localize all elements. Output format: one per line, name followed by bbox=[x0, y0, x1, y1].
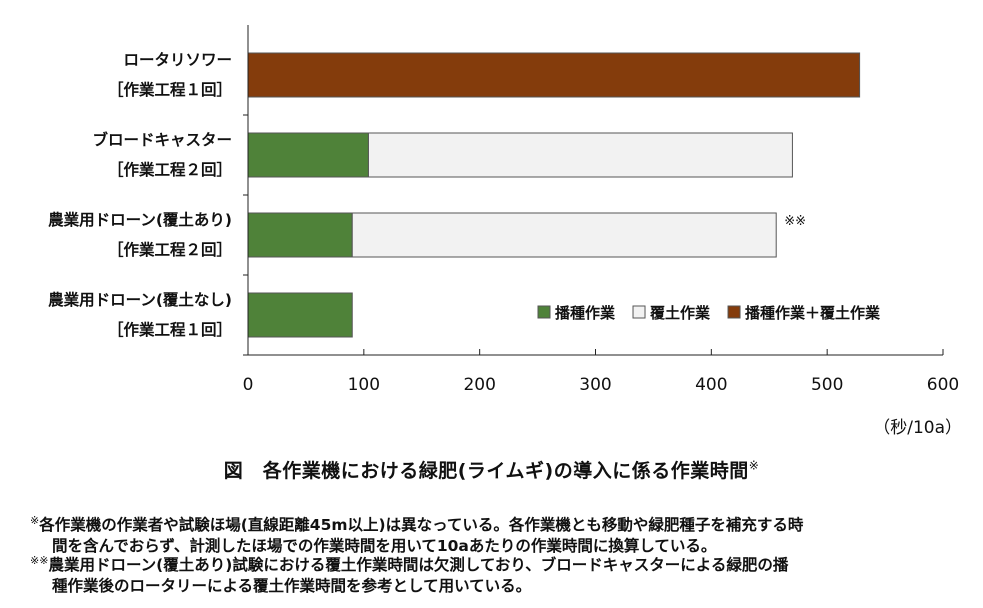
category-label: 農業用ドローン(覆土あり) bbox=[48, 210, 232, 229]
category-sublabel: ［作業工程２回］ bbox=[108, 160, 232, 179]
figure-caption: 図 各作業機における緑肥(ライムギ)の導入に係る作業時間※ bbox=[0, 456, 983, 483]
x-tick-label: 200 bbox=[463, 375, 495, 395]
legend-label: 播種作業 bbox=[555, 304, 616, 322]
footnote-1: ※各作業機の作業者や試験ほ場(直線距離45m以上)は異なっている。各作業機とも移… bbox=[30, 510, 960, 557]
category-label: 農業用ドローン(覆土なし) bbox=[48, 290, 232, 309]
category-sublabel: ［作業工程２回］ bbox=[108, 240, 232, 259]
category-label: ロータリソワー bbox=[123, 51, 232, 69]
bar-segment bbox=[247, 212, 353, 258]
footnote-2: ※※農業用ドローン(覆土あり)試験における覆土作業時間は欠測しており、ブロードキ… bbox=[30, 550, 960, 597]
category-label: ブロードキャスター bbox=[92, 130, 232, 149]
footnote-mark: ※※ bbox=[30, 554, 49, 567]
x-tick-label: 500 bbox=[811, 375, 843, 395]
category-sublabel: ［作業工程１回］ bbox=[108, 80, 232, 99]
footnote-mark: ※ bbox=[30, 514, 40, 527]
legend-swatch bbox=[727, 305, 741, 319]
footnote-line: 間を含んでおらず、計測したほ場での作業時間を用いて10aあたりの作業時間に換算し… bbox=[52, 537, 717, 556]
x-tick-label: 0 bbox=[243, 375, 254, 395]
bar-annotation: ※※ bbox=[784, 214, 806, 229]
legend-swatch bbox=[632, 305, 646, 319]
bar-segment bbox=[247, 292, 353, 338]
footnote-line: 種作業後のロータリーによる覆土作業時間を参考として用いている。 bbox=[52, 577, 532, 596]
bar-segment bbox=[367, 132, 793, 178]
x-tick-label: 600 bbox=[927, 375, 959, 395]
caption-text: 図 各作業機における緑肥(ライムギ)の導入に係る作業時間 bbox=[223, 460, 749, 482]
stacked-bar-chart: ロータリソワー ［作業工程１回］ ブロードキャスター ［作業工程２回］ 農業用ドローン(… bbox=[48, 25, 962, 438]
bar-segment bbox=[351, 212, 777, 258]
x-tick-label: 400 bbox=[695, 375, 727, 395]
legend-label: 覆土作業 bbox=[650, 304, 711, 322]
bar-segment bbox=[247, 52, 861, 98]
footnote-line: 各作業機の作業者や試験ほ場(直線距離45m以上)は異なっている。各作業機とも移動… bbox=[39, 516, 804, 535]
x-axis-unit-label: （秒/10a） bbox=[873, 418, 962, 438]
category-sublabel: ［作業工程１回］ bbox=[108, 320, 232, 339]
footnote-line: 農業用ドローン(覆土あり)試験における覆土作業時間は欠測しており、ブロードキャス… bbox=[48, 556, 789, 575]
caption-mark: ※ bbox=[748, 458, 760, 473]
bar-segment bbox=[247, 132, 369, 178]
legend-swatch bbox=[537, 305, 551, 319]
legend-label: 播種作業＋覆土作業 bbox=[745, 304, 881, 322]
x-tick-label: 300 bbox=[579, 375, 611, 395]
x-tick-label: 100 bbox=[348, 375, 380, 395]
